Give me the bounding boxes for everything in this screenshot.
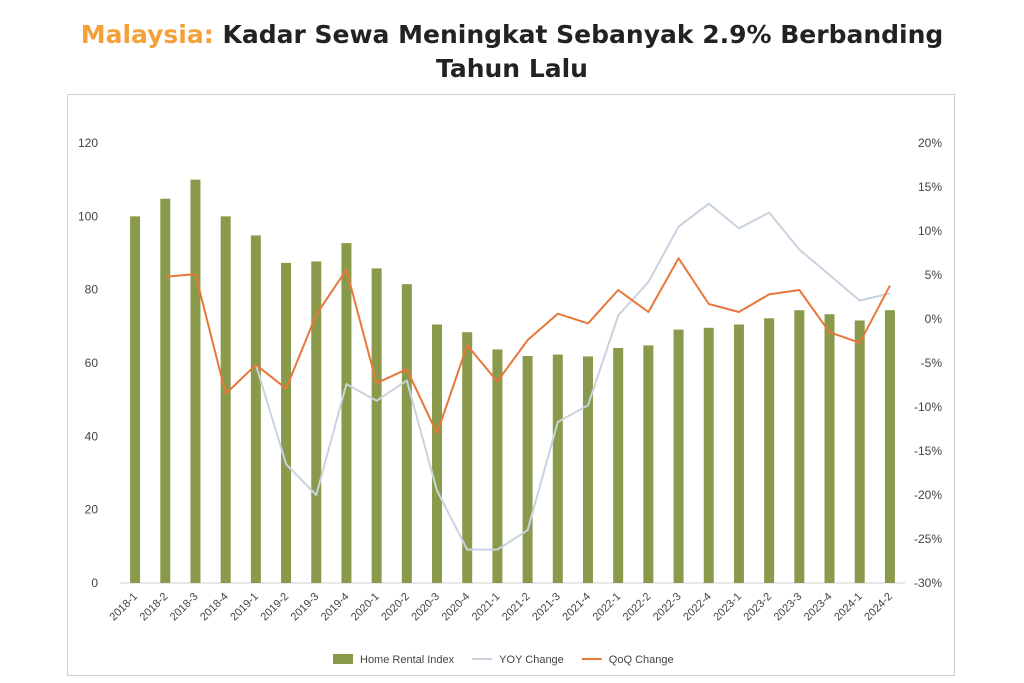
- y-right-tick-label: -10%: [914, 400, 942, 414]
- bar-home-rental-index: [582, 356, 593, 583]
- y-right-tick-label: -20%: [914, 488, 942, 502]
- x-tick-label: 2021-1: [470, 591, 503, 624]
- legend-label: QoQ Change: [609, 654, 674, 666]
- x-tick-label: 2024-1: [832, 591, 865, 624]
- bar-home-rental-index: [462, 332, 473, 583]
- y-right-tick-label: -30%: [914, 576, 942, 590]
- bar-home-rental-index: [733, 324, 744, 583]
- x-tick-label: 2018-4: [198, 591, 231, 624]
- bar-home-rental-index: [281, 262, 292, 583]
- chart-title-line-2: Tahun Lalu: [436, 54, 588, 83]
- x-tick-label: 2022-1: [591, 591, 624, 624]
- x-tick-label: 2022-3: [651, 591, 684, 624]
- bar-home-rental-index: [673, 329, 684, 583]
- title-main: Kadar Sewa Meningkat Sebanyak 2.9% Berba…: [213, 20, 944, 49]
- bar-home-rental-index: [401, 284, 412, 583]
- bar-home-rental-index: [432, 324, 443, 583]
- bar-home-rental-index: [220, 216, 231, 584]
- y-right-tick-label: -5%: [921, 356, 943, 370]
- bar-home-rental-index: [794, 310, 805, 583]
- x-tick-label: 2023-4: [802, 591, 835, 624]
- y-right-tick-label: 15%: [918, 180, 942, 194]
- x-tick-label: 2020-1: [349, 591, 382, 624]
- x-tick-label: 2019-1: [228, 591, 261, 624]
- chart-title-line-1: Malaysia: Kadar Sewa Meningkat Sebanyak …: [0, 18, 1024, 52]
- y-right-tick-label: 10%: [918, 224, 942, 238]
- bar-home-rental-index: [552, 354, 563, 583]
- chart-title: Malaysia: Kadar Sewa Meningkat Sebanyak …: [0, 18, 1024, 86]
- legend-label: Home Rental Index: [360, 654, 455, 666]
- x-tick-label: 2024-2: [862, 591, 895, 624]
- bar-home-rental-index: [311, 261, 322, 583]
- bar-home-rental-index: [884, 310, 895, 583]
- chart-frame: [67, 94, 955, 676]
- bar-home-rental-index: [643, 345, 654, 583]
- bar-home-rental-index: [854, 320, 865, 583]
- legend-swatch-home-rental-index: [333, 654, 353, 664]
- bar-home-rental-index: [703, 327, 714, 583]
- x-tick-label: 2020-4: [440, 591, 473, 624]
- x-tick-label: 2020-2: [379, 591, 412, 624]
- y-right-tick-label: -25%: [914, 532, 942, 546]
- x-tick-label: 2019-2: [258, 591, 291, 624]
- bar-home-rental-index: [160, 198, 171, 583]
- bar-home-rental-index: [250, 235, 261, 583]
- legend-label: YOY Change: [499, 654, 564, 666]
- y-left-tick-label: 40: [85, 429, 99, 443]
- x-tick-label: 2019-3: [289, 591, 322, 624]
- x-tick-label: 2021-3: [530, 591, 563, 624]
- bar-home-rental-index: [341, 243, 352, 583]
- y-left-tick-label: 60: [85, 356, 99, 370]
- y-left-tick-label: 120: [78, 136, 98, 150]
- line-yoy-change: [254, 202, 891, 551]
- line-qoq-change: [165, 257, 891, 435]
- bar-home-rental-index: [492, 349, 503, 583]
- y-left-tick-label: 0: [91, 576, 98, 590]
- x-tick-label: 2022-2: [621, 591, 654, 624]
- bar-home-rental-index: [613, 347, 624, 583]
- y-left-tick-label: 100: [78, 209, 98, 223]
- y-right-tick-label: 20%: [918, 136, 942, 150]
- y-left-tick-label: 80: [85, 283, 99, 297]
- x-tick-label: 2018-2: [138, 591, 171, 624]
- bar-home-rental-index: [190, 179, 201, 583]
- y-left-tick-label: 20: [85, 503, 99, 517]
- bar-home-rental-index: [130, 216, 141, 584]
- y-right-tick-label: 0%: [925, 312, 943, 326]
- x-tick-label: 2020-3: [409, 591, 442, 624]
- x-tick-label: 2021-2: [500, 591, 533, 624]
- bar-home-rental-index: [522, 356, 533, 583]
- x-tick-label: 2018-1: [108, 591, 141, 624]
- bar-home-rental-index: [371, 268, 382, 583]
- bar-home-rental-index: [824, 314, 835, 583]
- bar-home-rental-index: [764, 318, 775, 583]
- x-tick-label: 2023-3: [772, 591, 805, 624]
- x-tick-label: 2023-2: [742, 591, 775, 624]
- x-tick-label: 2019-4: [319, 591, 352, 624]
- title-accent: Malaysia:: [80, 20, 214, 49]
- x-tick-label: 2022-4: [681, 591, 714, 624]
- x-tick-label: 2018-3: [168, 591, 201, 624]
- x-tick-label: 2021-4: [560, 591, 593, 624]
- y-right-tick-label: -15%: [914, 444, 942, 458]
- x-tick-label: 2023-1: [711, 591, 744, 624]
- y-right-tick-label: 5%: [925, 268, 943, 282]
